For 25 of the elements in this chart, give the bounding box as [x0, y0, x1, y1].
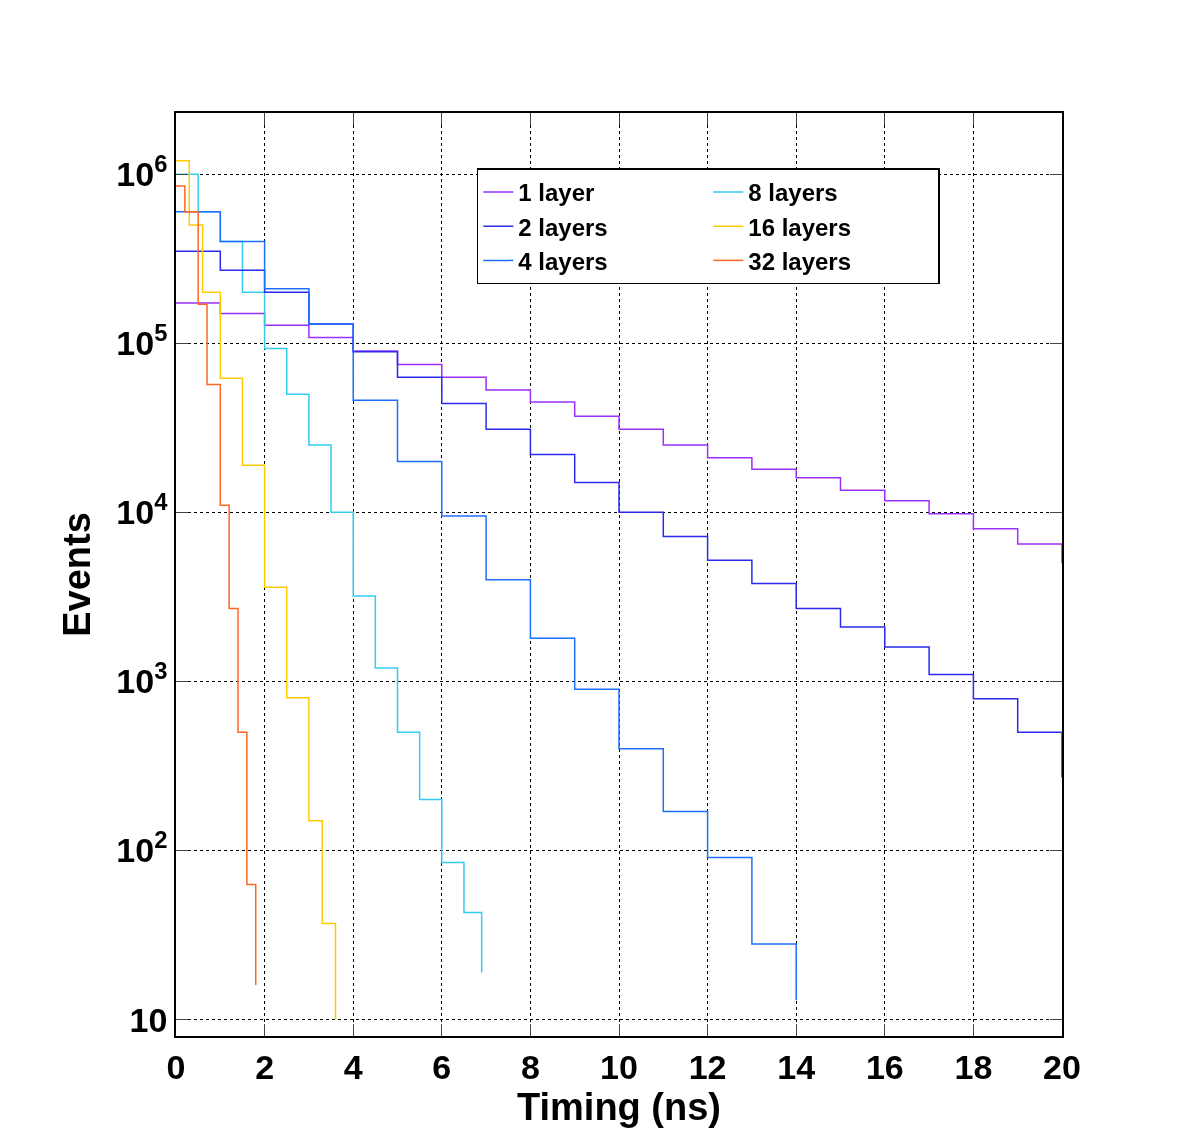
x-tick-label: 12	[688, 1047, 727, 1086]
x-tick-label: 20	[1043, 1047, 1081, 1086]
x-tick-label: 18	[954, 1047, 993, 1086]
x-tick-label: 6	[432, 1047, 452, 1086]
legend-label: 2 layers	[518, 213, 608, 241]
y-tick-label: 10$^{4}$	[116, 487, 169, 532]
y-tick-label: 10$^{2}$	[116, 826, 168, 870]
legend-label: 32 layers	[748, 247, 852, 275]
legend-label: 8 layers	[748, 179, 838, 207]
x-tick-label: 4	[343, 1047, 363, 1086]
legend-label: 16 layers	[748, 213, 852, 241]
y-tick-label: 10$^{3}$	[116, 657, 168, 701]
x-tick-label: 14	[777, 1047, 816, 1086]
legend-label: 4 layers	[518, 247, 608, 275]
x-tick-label: 2	[255, 1047, 275, 1086]
x-tick-label: 10	[600, 1047, 638, 1086]
legend-label: 1 layer	[518, 179, 595, 207]
x-tick-label: 8	[520, 1047, 540, 1086]
x-tick-label: 16	[865, 1047, 904, 1086]
y-tick-label: 10	[129, 1000, 168, 1039]
x-tick-label: 0	[166, 1047, 186, 1086]
y-axis-title: Events	[55, 512, 98, 637]
y-tick-label: 10$^{5}$	[116, 318, 168, 363]
x-axis-title: Timing (ns)	[516, 1085, 722, 1128]
y-tick-label: 10$^{6}$	[116, 149, 168, 194]
